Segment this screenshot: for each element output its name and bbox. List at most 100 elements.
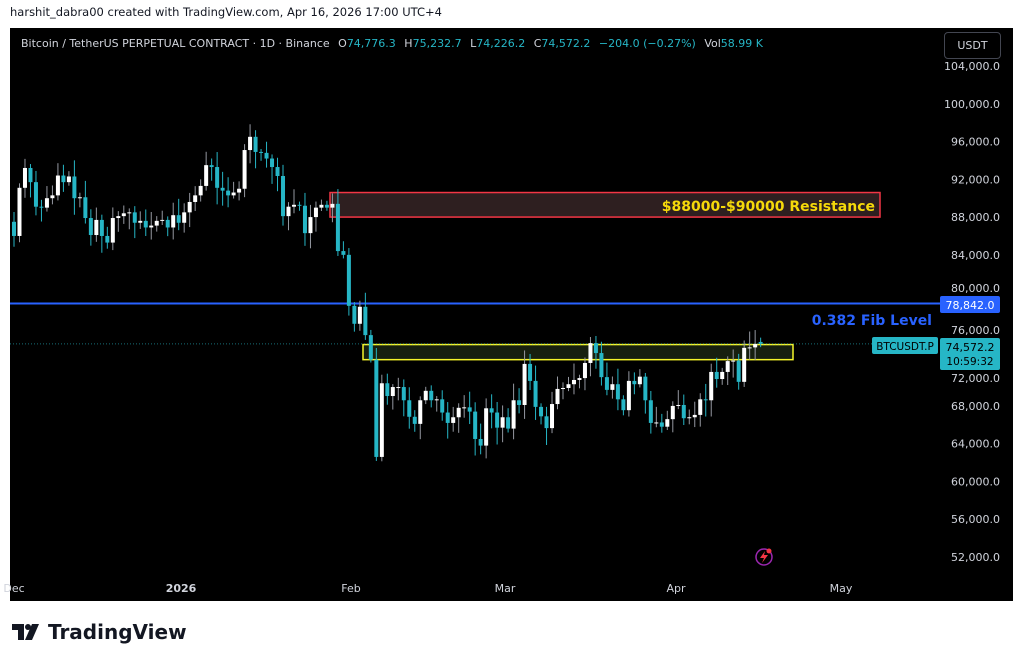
candle-body — [237, 188, 242, 193]
time-axis-tick: Feb — [341, 582, 360, 595]
lightning-bolt-icon — [760, 551, 768, 563]
candle — [643, 372, 648, 414]
candle-body — [506, 417, 511, 429]
candle — [412, 410, 417, 432]
candle — [61, 164, 66, 192]
low-value: 74,226.2 — [476, 37, 526, 50]
high-label: H — [404, 37, 413, 50]
candle-body — [423, 390, 428, 401]
resistance-zone — [329, 191, 881, 218]
candle — [687, 409, 692, 425]
candle-body — [412, 416, 417, 424]
price-axis-tick: 96,000.0 — [951, 136, 1000, 149]
candle — [379, 374, 384, 462]
close-label: C — [533, 37, 542, 50]
close-value: 74,572.2 — [541, 37, 591, 50]
candle — [44, 186, 49, 212]
fib-price-label: 78,842.0 — [946, 299, 995, 312]
candle — [77, 192, 82, 208]
candle-body — [626, 380, 631, 411]
candle-body — [88, 218, 93, 236]
chart-pane[interactable] — [10, 28, 1013, 601]
candle — [758, 337, 763, 348]
currency-button[interactable]: USDT — [944, 32, 1001, 59]
logo-text: TradingView — [48, 620, 187, 644]
candle-body — [539, 406, 544, 417]
candle-body — [165, 219, 170, 228]
candle-body — [659, 422, 664, 427]
candle-body — [511, 400, 516, 429]
candle-body — [500, 417, 505, 428]
candle-body — [171, 215, 176, 228]
candle — [610, 376, 615, 399]
candle-body — [445, 412, 450, 423]
candle — [544, 406, 549, 445]
candle-body — [357, 306, 362, 324]
time-axis-tick: Mar — [495, 582, 516, 595]
candle — [747, 331, 752, 360]
high-value: 75,232.7 — [412, 37, 462, 50]
candle — [599, 341, 604, 386]
candle-body — [473, 411, 478, 439]
symbol-title[interactable]: Bitcoin / TetherUS PERPETUAL CONTRACT · … — [21, 37, 330, 50]
candle — [94, 207, 99, 242]
candle — [418, 396, 423, 440]
candle-body — [127, 212, 132, 214]
candle — [703, 383, 708, 417]
candle — [637, 369, 642, 388]
candle — [709, 363, 714, 417]
candle-body — [670, 405, 675, 420]
candle — [127, 208, 132, 230]
bar-countdown: 10:59:32 — [946, 356, 993, 368]
candle-body — [286, 206, 291, 217]
candle — [736, 353, 741, 390]
candle — [66, 171, 71, 186]
candle-body — [346, 254, 351, 306]
candle — [363, 292, 368, 340]
candle — [648, 390, 653, 434]
candle — [264, 141, 269, 168]
candle-body — [555, 388, 560, 405]
candle — [220, 171, 225, 206]
candle — [659, 413, 664, 433]
candle-body — [528, 363, 533, 381]
candle-body — [291, 204, 296, 207]
candle-body — [368, 335, 373, 360]
current-price-tag — [940, 338, 1000, 370]
candle-body — [390, 387, 395, 397]
tradingview-logo-icon — [12, 624, 39, 640]
time-axis-tick: May — [830, 582, 853, 595]
candle-body — [593, 343, 598, 354]
fib-price-tag — [940, 296, 1000, 313]
candle-body — [714, 371, 719, 380]
candle — [99, 214, 104, 253]
candle-body — [571, 379, 576, 385]
tradingview-logo[interactable]: TradingView — [12, 620, 187, 644]
support-zone — [362, 343, 794, 361]
candle — [12, 212, 16, 247]
candle-body — [99, 219, 104, 236]
candle-body — [28, 167, 33, 183]
candle-body — [61, 175, 66, 183]
candle — [231, 181, 236, 199]
candle-body — [253, 136, 258, 152]
candle-body — [281, 176, 286, 217]
candle — [165, 216, 170, 237]
current-price-label: 74,572.2 — [946, 341, 995, 354]
candle — [242, 144, 247, 198]
low-label: L — [470, 37, 477, 50]
candle — [632, 372, 637, 395]
candle-body — [116, 216, 121, 219]
candle-body — [665, 419, 670, 427]
candle — [670, 401, 675, 433]
candle — [171, 202, 176, 240]
candle — [138, 211, 143, 229]
candle-body — [264, 152, 269, 159]
lightning-icon — [755, 548, 773, 566]
candle-body — [582, 362, 587, 379]
volume-value: 58.99 K — [720, 37, 763, 50]
candle — [720, 367, 725, 385]
candle — [654, 406, 659, 428]
candle — [330, 193, 335, 223]
candle-body — [297, 204, 302, 206]
